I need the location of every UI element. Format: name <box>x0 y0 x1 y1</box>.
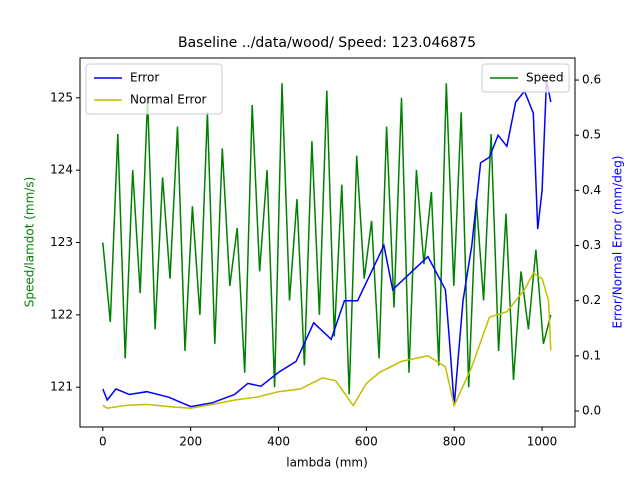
y2-tick-label: 0.6 <box>582 73 601 87</box>
x-tick-label: 1000 <box>527 435 558 449</box>
y2-axis-label: Error/Normal Error (mm/deg) <box>611 156 625 329</box>
x-axis-label: lambda (mm) <box>286 456 368 470</box>
legend-label: Normal Error <box>130 93 207 107</box>
legend-label: Error <box>130 71 159 85</box>
series-line <box>102 272 552 409</box>
chart-title: Baseline ../data/wood/ Speed: 123.046875 <box>178 35 476 51</box>
legend-label: Speed <box>526 71 564 85</box>
x-tick-label: 200 <box>179 435 202 449</box>
legend-box <box>85 63 223 115</box>
series-line <box>102 79 552 408</box>
x-tick-label: 600 <box>355 435 378 449</box>
y2-tick-label: 0.5 <box>582 128 601 142</box>
x-tick-label: 800 <box>443 435 466 449</box>
y-tick-label: 123 <box>50 235 73 249</box>
plot-frame <box>79 57 576 428</box>
y2-tick-label: 0.0 <box>582 404 601 418</box>
x-tick-label: 400 <box>267 435 290 449</box>
y-tick-label: 125 <box>50 90 73 104</box>
y2-tick-label: 0.4 <box>582 183 601 197</box>
legend-box <box>481 63 570 93</box>
legend: Error Normal Error <box>85 63 223 115</box>
y2-tick-label: 0.2 <box>582 293 601 307</box>
y2-tick-label: 0.1 <box>582 348 601 362</box>
x-tick-label: 0 <box>99 435 107 449</box>
legend: Speed <box>481 63 570 93</box>
y-tick-label: 121 <box>50 380 73 394</box>
y2-tick-label: 0.3 <box>582 238 601 252</box>
y-tick-label: 122 <box>50 307 73 321</box>
y-tick-label: 124 <box>50 163 73 177</box>
y-axis-label: Speed/lamdot (mm/s) <box>23 177 37 308</box>
